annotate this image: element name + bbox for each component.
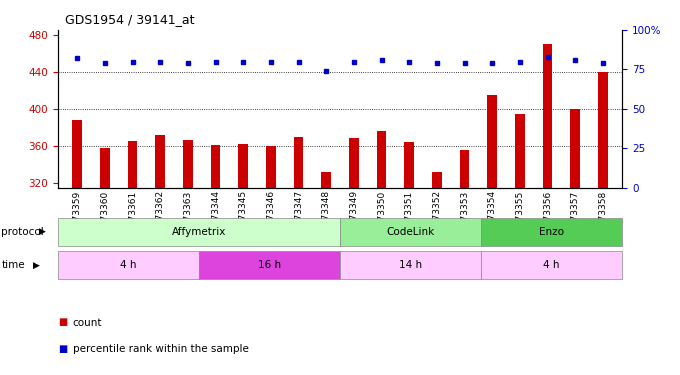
- Text: time: time: [1, 260, 25, 270]
- Bar: [598, 72, 608, 375]
- Bar: [340, 217, 481, 246]
- Bar: [58, 251, 199, 279]
- Text: GDS1954 / 39141_at: GDS1954 / 39141_at: [65, 13, 194, 26]
- Text: Enzo: Enzo: [539, 226, 564, 237]
- Text: percentile rank within the sample: percentile rank within the sample: [73, 344, 249, 354]
- Text: 4 h: 4 h: [120, 260, 137, 270]
- Bar: [183, 140, 192, 375]
- Bar: [100, 148, 109, 375]
- Bar: [155, 135, 165, 375]
- Bar: [128, 141, 137, 375]
- Text: ■: ■: [58, 318, 67, 327]
- Bar: [340, 251, 481, 279]
- Bar: [460, 150, 469, 375]
- Bar: [72, 120, 82, 375]
- Text: Affymetrix: Affymetrix: [172, 226, 226, 237]
- Bar: [515, 114, 525, 375]
- Text: 4 h: 4 h: [543, 260, 560, 270]
- Text: 14 h: 14 h: [399, 260, 422, 270]
- Text: count: count: [73, 318, 102, 327]
- Bar: [481, 217, 622, 246]
- Text: ■: ■: [58, 344, 67, 354]
- Text: 16 h: 16 h: [258, 260, 281, 270]
- Bar: [405, 142, 414, 375]
- Text: ▶: ▶: [39, 227, 46, 236]
- Bar: [58, 217, 340, 246]
- Text: ▶: ▶: [33, 261, 39, 270]
- Text: protocol: protocol: [1, 226, 44, 237]
- Bar: [199, 251, 340, 279]
- Bar: [571, 109, 580, 375]
- Bar: [266, 146, 275, 375]
- Bar: [481, 251, 622, 279]
- Bar: [294, 136, 303, 375]
- Text: CodeLink: CodeLink: [386, 226, 435, 237]
- Bar: [211, 145, 220, 375]
- Bar: [377, 131, 386, 375]
- Bar: [432, 172, 442, 375]
- Bar: [238, 144, 248, 375]
- Bar: [543, 44, 552, 375]
- Bar: [349, 138, 358, 375]
- Bar: [488, 95, 497, 375]
- Bar: [322, 172, 331, 375]
